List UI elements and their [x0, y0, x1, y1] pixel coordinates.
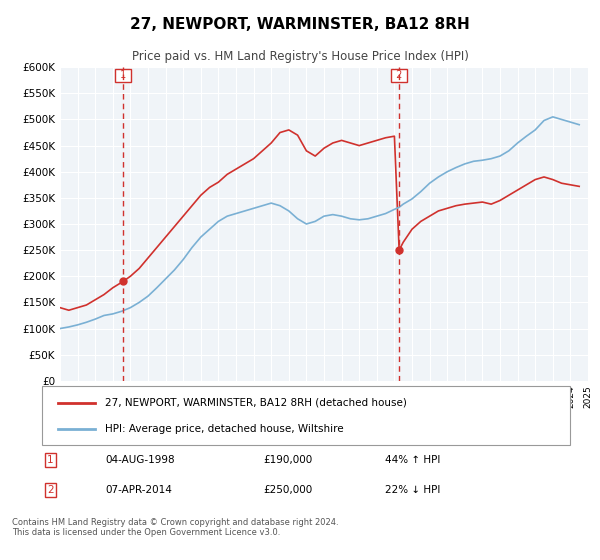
Text: 07-APR-2014: 07-APR-2014 — [106, 484, 172, 494]
Text: HPI: Average price, detached house, Wiltshire: HPI: Average price, detached house, Wilt… — [106, 424, 344, 434]
Text: 2: 2 — [393, 71, 406, 80]
Text: 04-AUG-1998: 04-AUG-1998 — [106, 455, 175, 465]
Text: 27, NEWPORT, WARMINSTER, BA12 8RH (detached house): 27, NEWPORT, WARMINSTER, BA12 8RH (detac… — [106, 398, 407, 408]
Text: £190,000: £190,000 — [264, 455, 313, 465]
Text: £250,000: £250,000 — [264, 484, 313, 494]
Text: Price paid vs. HM Land Registry's House Price Index (HPI): Price paid vs. HM Land Registry's House … — [131, 50, 469, 63]
Text: 27, NEWPORT, WARMINSTER, BA12 8RH: 27, NEWPORT, WARMINSTER, BA12 8RH — [130, 17, 470, 32]
Text: 1: 1 — [117, 71, 129, 80]
Text: Contains HM Land Registry data © Crown copyright and database right 2024.
This d: Contains HM Land Registry data © Crown c… — [12, 518, 338, 538]
Text: 22% ↓ HPI: 22% ↓ HPI — [385, 484, 440, 494]
Text: 2: 2 — [47, 484, 54, 494]
Text: 44% ↑ HPI: 44% ↑ HPI — [385, 455, 440, 465]
Text: 1: 1 — [47, 455, 54, 465]
FancyBboxPatch shape — [42, 386, 570, 445]
